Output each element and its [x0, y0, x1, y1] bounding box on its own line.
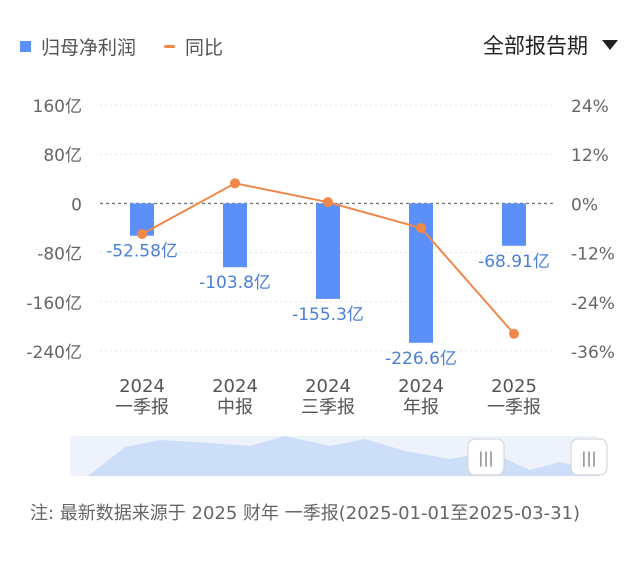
x-tick-label-period: 一季报 — [115, 397, 169, 418]
y-left-tick-label: 0 — [71, 195, 82, 215]
y-left-tick-label: -160亿 — [26, 294, 82, 314]
x-tick-label-period: 一季报 — [487, 397, 541, 418]
x-tick-label-year: 2024 — [398, 376, 444, 397]
legend-item-net-profit[interactable]: 归母净利润 — [20, 33, 136, 60]
x-tick-label-year: 2024 — [305, 376, 351, 397]
chart-legend: 归母净利润 同比 — [20, 30, 223, 62]
y-right-tick-label: -12% — [571, 245, 615, 265]
footnote: 注: 最新数据来源于 2025 财年 一季报(2025-01-01至2025-0… — [30, 503, 581, 524]
yoy-point — [416, 223, 426, 233]
legend-label-net-profit: 归母净利润 — [41, 36, 137, 59]
yoy-point — [509, 328, 519, 339]
x-tick-label-period: 中报 — [217, 397, 253, 418]
bar-data-label: -226.6亿 — [385, 349, 457, 369]
bar-swatch-icon — [20, 40, 31, 52]
x-tick-label-period: 年报 — [403, 397, 439, 418]
x-tick-label-year: 2024 — [212, 376, 258, 397]
bar — [223, 203, 247, 268]
y-right-tick-label: 0% — [571, 195, 598, 215]
x-tick-label-year: 2024 — [119, 376, 165, 397]
profit-chart: 160亿 80亿 0 -80亿 -160亿 -240亿 24% 12% 0% -12% -24% -3… — [26, 97, 615, 476]
yoy-point — [230, 178, 240, 189]
navigator-left-handle-label: ||| — [478, 449, 493, 467]
y-left-tick-label: -240亿 — [26, 343, 82, 363]
y-right-tick-label: -24% — [571, 294, 615, 314]
legend-item-yoy[interactable]: 同比 — [164, 33, 223, 60]
y-right-tick-label: 24% — [571, 97, 609, 117]
report-period-dropdown[interactable]: 全部报告期 — [483, 28, 618, 62]
y-left-tick-label: 80亿 — [43, 146, 82, 166]
yoy-point — [323, 197, 333, 208]
navigator-left-handle[interactable] — [467, 438, 505, 476]
report-period-label: 全部报告期 — [483, 34, 588, 58]
bar-data-label: -68.91亿 — [478, 252, 550, 272]
bar-data-label: -52.58亿 — [106, 242, 178, 262]
navigator-right-handle-label: ||| — [581, 449, 596, 467]
bar — [502, 203, 526, 246]
y-left-tick-label: -80亿 — [37, 245, 82, 265]
navigator-right-handle[interactable] — [570, 438, 608, 476]
y-right-tick-label: 12% — [571, 146, 609, 166]
bar — [316, 203, 340, 299]
caret-down-icon — [602, 40, 618, 50]
y-right-tick-label: -36% — [571, 343, 615, 363]
bar-data-label: -155.3亿 — [292, 305, 364, 325]
y-left-tick-label: 160亿 — [33, 97, 82, 117]
x-tick-label-period: 三季报 — [301, 397, 355, 418]
x-tick-label-year: 2025 — [491, 376, 537, 397]
bar-data-label: -103.8亿 — [199, 273, 271, 293]
yoy-point — [137, 229, 147, 240]
line-swatch-icon — [164, 44, 176, 48]
legend-label-yoy: 同比 — [185, 36, 224, 59]
